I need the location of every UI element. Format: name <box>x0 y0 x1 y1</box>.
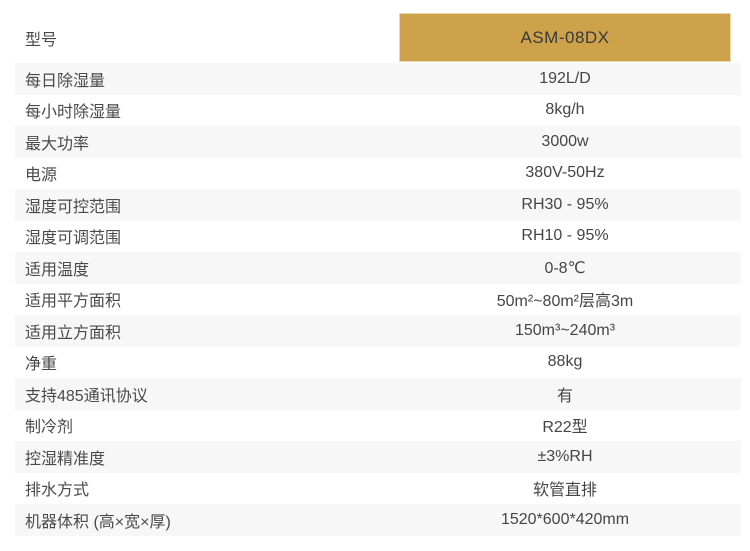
product-spec-table: 型号 ASM-08DX 每日除湿量 192L/D 每小时除湿量 8kg/h 最大… <box>15 13 741 536</box>
spec-label: 适用立方面积 <box>25 324 122 342</box>
spec-row: 适用平方面积 50m²~80m²层高3m <box>15 283 741 315</box>
spec-label: 适用温度 <box>25 261 90 279</box>
spec-row: 支持485通讯协议 有 <box>15 378 741 410</box>
spec-row: 适用温度 0-8℃ <box>15 252 741 284</box>
spec-header-row: 型号 ASM-08DX <box>15 13 741 62</box>
spec-label: 支持485通讯协议 <box>25 387 148 405</box>
spec-row: 每小时除湿量 8kg/h <box>15 94 741 126</box>
spec-row: 每日除湿量 192L/D <box>15 63 741 95</box>
spec-row: 控湿精准度 ±3%RH <box>15 441 741 473</box>
spec-row: 机器体积 (高×宽×厚) 1520*600*420mm <box>15 504 741 536</box>
spec-value: RH10 - 95% <box>521 227 609 245</box>
spec-label: 电源 <box>25 167 58 185</box>
spec-label: 净重 <box>25 356 58 374</box>
spec-label: 每日除湿量 <box>25 72 106 90</box>
model-badge: ASM-08DX <box>399 13 731 62</box>
spec-label: 最大功率 <box>25 135 90 153</box>
spec-label: 每小时除湿量 <box>25 104 122 122</box>
spec-value: 50m²~80m²层高3m <box>496 293 634 311</box>
spec-label: 适用平方面积 <box>25 293 122 311</box>
spec-row: 排水方式 软管直排 <box>15 472 741 504</box>
spec-label: 湿度可调范围 <box>25 230 122 248</box>
spec-value: 有 <box>556 387 573 405</box>
spec-label: 排水方式 <box>25 482 90 500</box>
spec-row: 制冷剂 R22型 <box>15 409 741 441</box>
spec-value: 0-8℃ <box>544 259 586 277</box>
spec-row: 适用立方面积 150m³~240m³ <box>15 315 741 347</box>
spec-value: RH30 - 95% <box>521 195 609 213</box>
spec-label: 机器体积 (高×宽×厚) <box>25 513 171 531</box>
spec-value: 软管直排 <box>532 482 597 500</box>
spec-row: 电源 380V-50Hz <box>15 157 741 189</box>
spec-value: 88kg <box>547 353 583 371</box>
spec-header-label: 型号 <box>25 31 58 49</box>
spec-row: 湿度可控范围 RH30 - 95% <box>15 189 741 221</box>
spec-label: 控湿精准度 <box>25 450 106 468</box>
spec-value: ±3%RH <box>537 447 593 465</box>
spec-value: 1520*600*420mm <box>500 510 630 528</box>
spec-value: 380V-50Hz <box>525 164 605 182</box>
spec-label: 制冷剂 <box>25 419 74 437</box>
spec-value: 8kg/h <box>545 101 585 119</box>
spec-value: 3000w <box>541 132 589 150</box>
spec-row: 最大功率 3000w <box>15 126 741 158</box>
spec-value: 150m³~240m³ <box>514 321 616 339</box>
spec-value: R22型 <box>542 419 588 437</box>
spec-value: 192L/D <box>539 69 591 87</box>
spec-label: 湿度可控范围 <box>25 198 122 216</box>
spec-row: 净重 88kg <box>15 346 741 378</box>
spec-row: 湿度可调范围 RH10 - 95% <box>15 220 741 252</box>
